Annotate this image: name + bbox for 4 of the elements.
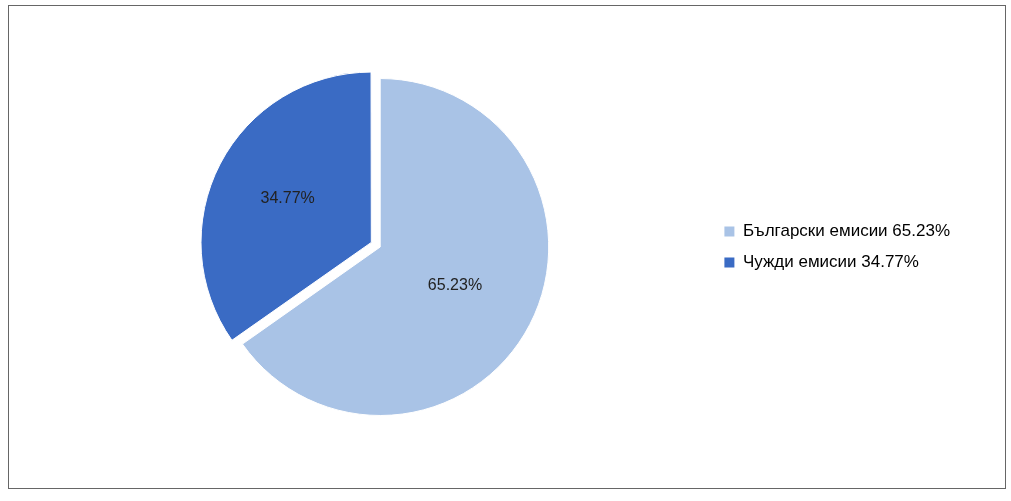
legend-label: Чужди емисии 34.77% xyxy=(742,252,919,272)
data-label: 34.77% xyxy=(260,189,315,207)
legend-label: Български емисии 65.23% xyxy=(742,221,950,241)
data-label: 65.23% xyxy=(427,276,483,294)
